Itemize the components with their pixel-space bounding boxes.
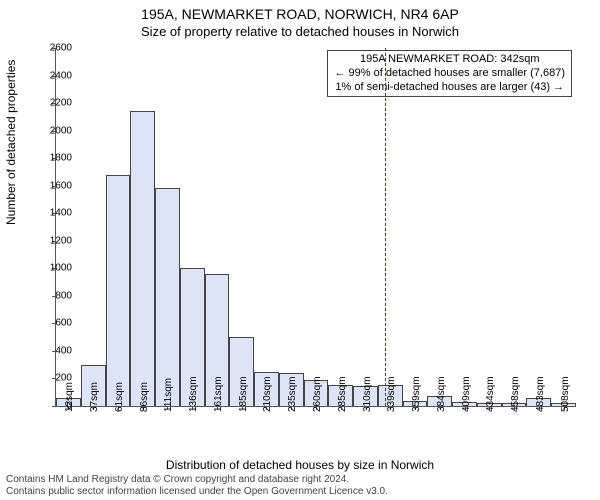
y-tick-label: 1200 — [32, 235, 72, 246]
plot-area: 195A NEWMARKET ROAD: 342sqm ← 99% of det… — [55, 48, 576, 407]
marker-annotation: 195A NEWMARKET ROAD: 342sqm ← 99% of det… — [327, 50, 572, 97]
y-tick-label: 1400 — [32, 208, 72, 219]
histogram-bar — [155, 188, 180, 406]
y-tick-label: 1000 — [32, 263, 72, 274]
marker-line — [385, 48, 386, 406]
y-tick-label: 1800 — [32, 153, 72, 164]
y-axis-label: Number of detached properties — [4, 60, 18, 225]
chart-subtitle: Size of property relative to detached ho… — [0, 24, 600, 39]
y-tick-label: 2600 — [32, 43, 72, 54]
y-tick-label: 400 — [32, 345, 72, 356]
histogram-bar — [130, 111, 155, 406]
attribution-line: Contains public sector information licen… — [6, 486, 388, 498]
histogram-bar — [106, 175, 131, 406]
chart-container: 195A, NEWMARKET ROAD, NORWICH, NR4 6AP S… — [0, 0, 600, 500]
y-tick-label: 2000 — [32, 125, 72, 136]
annotation-line: ← 99% of detached houses are smaller (7,… — [334, 67, 565, 81]
y-tick-label: 1600 — [32, 180, 72, 191]
annotation-line: 1% of semi-detached houses are larger (4… — [334, 81, 565, 95]
attribution-text: Contains HM Land Registry data © Crown c… — [6, 474, 388, 498]
attribution-line: Contains HM Land Registry data © Crown c… — [6, 474, 388, 486]
y-tick-label: 2200 — [32, 98, 72, 109]
y-tick-label: 2400 — [32, 70, 72, 81]
x-axis-label: Distribution of detached houses by size … — [0, 458, 600, 472]
annotation-line: 195A NEWMARKET ROAD: 342sqm — [334, 53, 565, 67]
chart-title: 195A, NEWMARKET ROAD, NORWICH, NR4 6AP — [0, 0, 600, 22]
y-tick-label: 800 — [32, 290, 72, 301]
y-tick-label: 600 — [32, 318, 72, 329]
